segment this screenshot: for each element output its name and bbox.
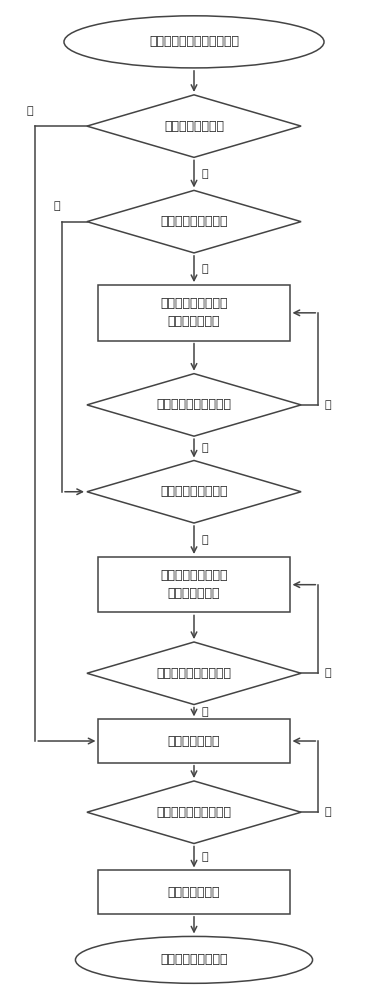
Text: 第二洗涤筒脱水结束？: 第二洗涤筒脱水结束？	[156, 667, 232, 680]
Text: 否: 否	[53, 201, 60, 211]
Text: 否: 否	[324, 400, 331, 410]
Text: 是: 是	[202, 535, 208, 545]
Text: 否: 否	[324, 668, 331, 678]
Text: 否: 否	[324, 807, 331, 817]
Text: 是: 是	[202, 443, 208, 453]
Bar	[99, 285, 289, 341]
Bar	[99, 719, 289, 763]
Text: 第二洗涤筒排水结束？: 第二洗涤筒排水结束？	[156, 398, 232, 411]
Text: 第一洗涤筒排水结束？: 第一洗涤筒排水结束？	[156, 806, 232, 819]
Text: 是: 是	[202, 852, 208, 862]
Text: 第一洗涤筒排水: 第一洗涤筒排水	[168, 735, 220, 748]
Text: 第一洗涤筒继续执行
洗涤或漂洗程序: 第一洗涤筒继续执行 洗涤或漂洗程序	[160, 297, 228, 328]
Bar	[99, 870, 289, 914]
Text: 第二洗涤筒排水中？: 第二洗涤筒排水中？	[160, 215, 228, 228]
Text: 是: 是	[202, 707, 208, 717]
Text: 第一洗涤筒继续执行
洗涤或漂洗程序: 第一洗涤筒继续执行 洗涤或漂洗程序	[160, 569, 228, 600]
Text: 第二洗涤筒脱水中？: 第二洗涤筒脱水中？	[160, 485, 228, 498]
Text: 否: 否	[26, 106, 33, 116]
Bar	[99, 557, 289, 612]
Text: 是: 是	[202, 264, 208, 274]
Text: 第一洗涤筒脱水: 第一洗涤筒脱水	[168, 886, 220, 899]
Text: 排水－脱水过程结束: 排水－脱水过程结束	[160, 953, 228, 966]
Text: 第一洗涤筒洗涤或漂洗结束: 第一洗涤筒洗涤或漂洗结束	[149, 35, 239, 48]
Text: 第二洗涤筒运行？: 第二洗涤筒运行？	[164, 120, 224, 133]
Text: 是: 是	[202, 169, 208, 179]
